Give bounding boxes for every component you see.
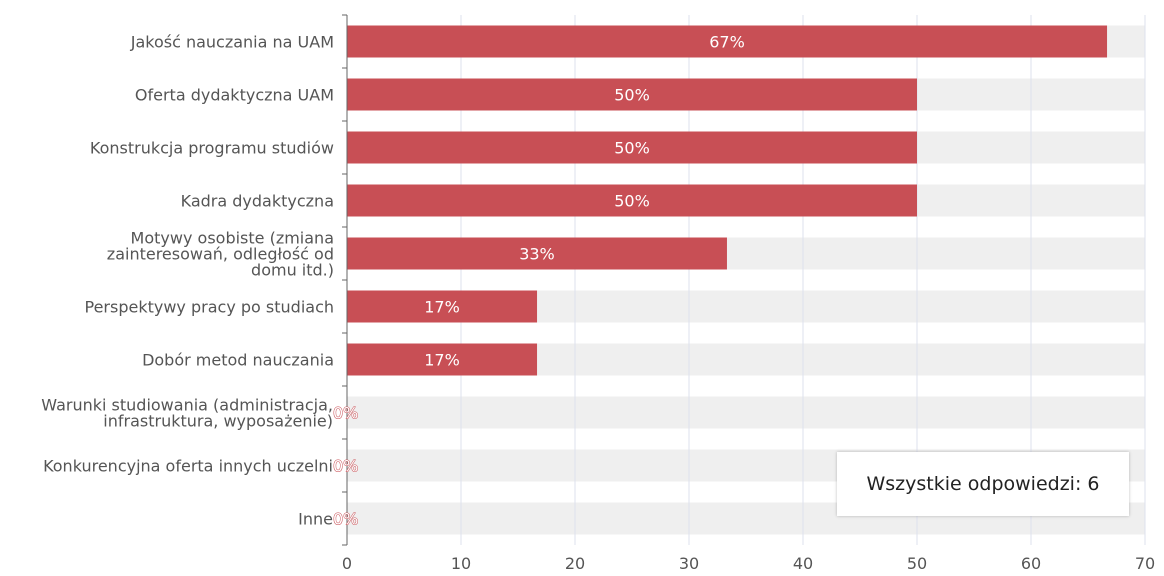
x-tick-label: 50 xyxy=(907,554,927,573)
bar xyxy=(347,25,1108,58)
bar-data-label: 0% xyxy=(333,457,358,476)
total-responses-box: Wszystkie odpowiedzi: 6 xyxy=(837,452,1129,516)
bars xyxy=(347,25,1108,376)
bar-data-label: 17% xyxy=(424,351,460,370)
category-label-line: Jakość nauczania na UAM xyxy=(130,33,334,52)
x-tick-label: 30 xyxy=(679,554,699,573)
x-tick-label: 60 xyxy=(1021,554,1041,573)
category-label: Konstrukcja programu studiów xyxy=(90,139,334,158)
bar-data-label: 33% xyxy=(519,245,555,264)
bar-data-label: 50% xyxy=(614,139,650,158)
bar-track xyxy=(347,396,1145,429)
category-label-line: Warunki studiowania (administracja, xyxy=(41,396,333,415)
category-label-line: Konkurencyjna oferta innych uczelni xyxy=(43,457,333,476)
total-responses-label: Wszystkie odpowiedzi: 6 xyxy=(866,473,1100,495)
bar-data-label: 17% xyxy=(424,298,460,317)
bar-data-label: 50% xyxy=(614,86,650,105)
category-label-line: Perspektywy pracy po studiach xyxy=(85,298,335,317)
category-label: Motywy osobiste (zmiana zainteresowań, od… xyxy=(107,229,334,280)
bar xyxy=(347,184,917,217)
x-tick-label: 0 xyxy=(342,554,352,573)
bar-data-label: 0% xyxy=(333,404,358,423)
category-label: Perspektywy pracy po studiach xyxy=(85,298,335,317)
category-label-line: infrastruktura, wyposażenie) xyxy=(103,412,333,431)
category-label-line: Oferta dydaktyczna UAM xyxy=(135,86,334,105)
bar xyxy=(347,131,917,164)
labels: 0 10 20 30 40 50 60 70 67% Jakość nauczania na UA… xyxy=(41,33,1155,574)
category-label: Kadra dydaktyczna xyxy=(181,192,334,211)
category-label: Warunki studiowania (administracja, infra… xyxy=(41,396,333,431)
category-label-line: Inne xyxy=(298,510,333,529)
bar xyxy=(347,237,727,270)
category-label-line: Motywy osobiste (zmiana xyxy=(131,229,334,248)
bar xyxy=(347,78,917,111)
category-label: Konkurencyjna oferta innych uczelni xyxy=(43,457,333,476)
category-label: Jakość nauczania na UAM xyxy=(130,33,334,52)
category-label: Dobór metod nauczania xyxy=(142,351,334,370)
category-label-line: Dobór metod nauczania xyxy=(142,351,334,370)
bar-data-label: 50% xyxy=(614,192,650,211)
x-tick-label: 70 xyxy=(1135,554,1155,573)
x-tick-label: 40 xyxy=(793,554,813,573)
bar xyxy=(347,343,538,376)
category-label: Inne xyxy=(298,510,333,529)
category-label-line: zainteresowań, odległość od xyxy=(107,245,334,264)
x-tick-label: 20 xyxy=(565,554,585,573)
x-tick-label: 10 xyxy=(451,554,471,573)
category-label-line: domu itd.) xyxy=(251,261,334,280)
bar-data-label: 67% xyxy=(709,33,745,52)
bar-data-label: 0% xyxy=(333,510,358,529)
category-label-line: Kadra dydaktyczna xyxy=(181,192,334,211)
category-label-line: Konstrukcja programu studiów xyxy=(90,139,334,158)
bar xyxy=(347,290,538,323)
category-label: Oferta dydaktyczna UAM xyxy=(135,86,334,105)
axes xyxy=(342,14,348,546)
